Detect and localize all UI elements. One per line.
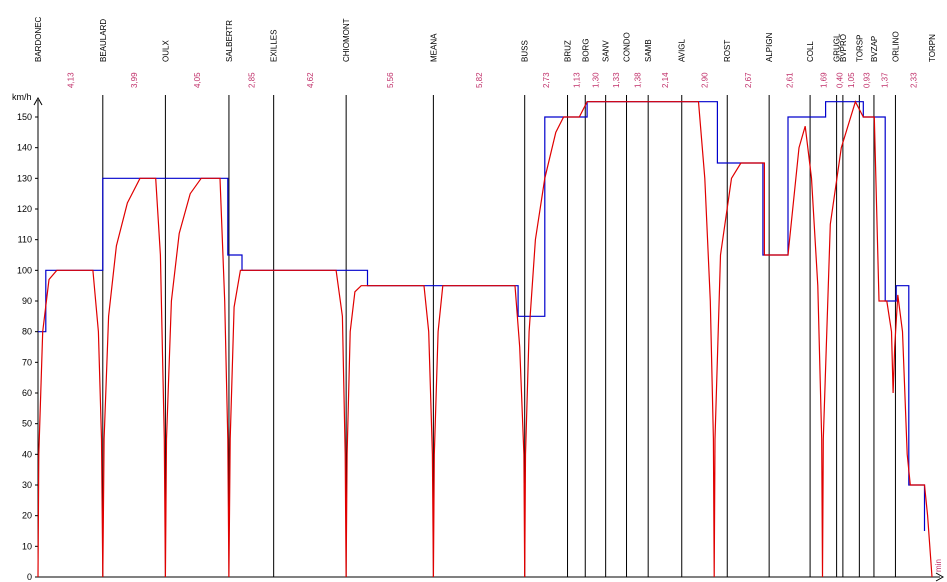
station-label: AVIGL [678, 38, 687, 62]
station-label: BVZAP [870, 36, 879, 62]
station-label: MEANA [429, 33, 438, 62]
segment-distance-label: 1,38 [633, 72, 642, 88]
y-tick-labels: 0 10 20 30 40 50 60 70 80 90 100 110 120 130 140 150 [17, 112, 38, 582]
segment-distance-label: 0,40 [836, 72, 845, 88]
station-label: SANV [602, 40, 611, 62]
y-tick-label: 20 [22, 511, 32, 521]
y-tick-label: 70 [22, 357, 32, 367]
station-label: BORG [581, 38, 590, 62]
station-gridlines [102, 95, 896, 577]
y-tick-label: 140 [17, 143, 32, 153]
station-label: ROST [723, 40, 732, 62]
segment-distance-label: 2,33 [910, 72, 919, 88]
station-label: BVPRO [839, 34, 848, 62]
y-tick-label: 50 [22, 419, 32, 429]
segment-distance-label: 2,73 [542, 72, 551, 88]
segment-distance-label: 4,13 [66, 72, 75, 88]
station-label: ALPIGN [765, 32, 774, 62]
segment-distance-label: 4,62 [306, 72, 315, 88]
axes: km/h min [12, 92, 945, 582]
station-label: SAMB [644, 39, 653, 62]
y-axis-label: km/h [12, 92, 32, 102]
y-tick-label: 100 [17, 265, 32, 275]
series-line [38, 101, 926, 531]
y-tick-label: 80 [22, 327, 32, 337]
station-label: SALBERTR [225, 20, 234, 62]
station-label: ORLINO [891, 31, 900, 62]
station-label: CHIOMONT [342, 18, 351, 62]
y-tick-label: 30 [22, 480, 32, 490]
segment-distance-label: 2,67 [744, 72, 753, 88]
segment-distance-label: 2,14 [661, 72, 670, 88]
series-line [37, 100, 933, 578]
segment-distance-label: 2,90 [700, 72, 709, 88]
station-label: EXILLES [270, 30, 279, 62]
y-tick-label: 150 [17, 112, 32, 122]
segment-distance-label: 1,13 [572, 72, 581, 88]
y-tick-label: 110 [18, 235, 32, 245]
station-label: GRUGL [833, 33, 842, 62]
station-label: BRUZ [564, 40, 573, 62]
x-axis-label: min [934, 559, 943, 572]
station-label: TORSP [855, 35, 864, 62]
y-tick-label: 40 [22, 449, 32, 459]
segment-distance-labels: 4,13 3,99 4,05 2,85 4,62 5,56 5,82 2,73 1,13 1,30… [66, 72, 918, 88]
segment-distance-label: 0,93 [863, 72, 872, 88]
segment-distance-label: 1,37 [881, 72, 890, 88]
station-label: CONDO [623, 32, 632, 62]
station-label: COLL [806, 41, 815, 62]
y-tick-label: 0 [27, 572, 32, 582]
segment-distance-label: 3,99 [130, 72, 139, 88]
y-tick-label: 120 [17, 204, 32, 214]
station-label: BUSS [521, 40, 530, 62]
y-tick-label: 60 [22, 388, 32, 398]
y-tick-label: 10 [22, 541, 32, 551]
segment-distance-label: 4,05 [193, 72, 202, 88]
segment-distance-label: 5,82 [475, 72, 484, 88]
station-label: OULX [161, 40, 170, 62]
segment-distance-label: 5,56 [386, 72, 395, 88]
series-lines [37, 100, 933, 578]
segment-distance-label: 1,30 [591, 72, 600, 88]
station-label: TORPN [928, 34, 937, 62]
segment-distance-label: 1,05 [847, 72, 856, 88]
station-labels: BARDONEC BEAULARD OULX SALBERTR EXILLES CHIOM… [34, 16, 937, 62]
station-label: BARDONEC [34, 16, 43, 62]
y-axis-arrow [33, 96, 43, 106]
segment-distance-label: 1,69 [819, 72, 828, 88]
x-axis-arrow [935, 572, 945, 582]
station-label: BEAULARD [99, 19, 108, 62]
y-tick-label: 90 [22, 296, 32, 306]
segment-distance-label: 2,61 [786, 72, 795, 88]
segment-distance-label: 1,33 [612, 72, 621, 88]
y-tick-label: 130 [17, 173, 32, 183]
segment-distance-label: 2,85 [247, 72, 256, 88]
